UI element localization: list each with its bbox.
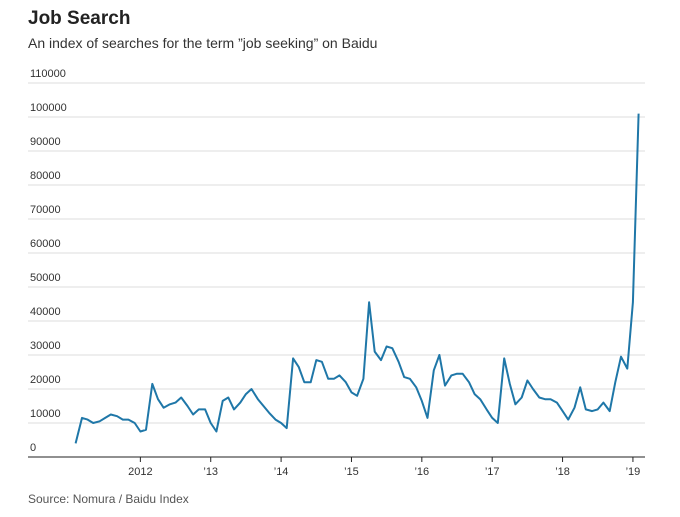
x-tick-label: ’15 [344, 466, 359, 478]
grid-lines [28, 82, 645, 424]
chart-subtitle: An index of searches for the term ”job s… [28, 35, 378, 51]
x-tick-label: ’19 [626, 466, 641, 478]
y-tick-label: 0 [30, 442, 36, 454]
x-tick-label: 2012 [128, 466, 152, 478]
y-tick-label: 50000 [30, 272, 61, 284]
y-tick-label: 100000 [30, 102, 67, 114]
y-tick-label: 20000 [30, 374, 61, 386]
x-axis: 2012 ’13 ’14 ’15 ’16 ’17 ’18 ’19 [28, 456, 645, 478]
x-tick-label: ’16 [414, 466, 429, 478]
x-tick-label: ’17 [485, 466, 500, 478]
series-line [74, 113, 640, 444]
y-tick-label: 30000 [30, 340, 61, 352]
y-axis-labels: 0 10000 20000 30000 40000 50000 60000 70000 8000… [30, 68, 67, 454]
y-tick-label: 110000 [30, 68, 66, 80]
chart-title: Job Search [28, 8, 131, 29]
y-tick-label: 10000 [30, 408, 61, 420]
y-tick-label: 70000 [30, 204, 61, 216]
chart-source: Source: Nomura / Baidu Index [28, 492, 189, 506]
x-tick-label: ’13 [203, 466, 218, 478]
x-tick-label: ’18 [555, 466, 570, 478]
y-tick-label: 80000 [30, 170, 61, 182]
y-tick-label: 60000 [30, 238, 61, 250]
y-tick-label: 90000 [30, 136, 61, 148]
x-tick-label: ’14 [274, 466, 289, 478]
y-tick-label: 40000 [30, 306, 61, 318]
series-group [74, 113, 640, 444]
